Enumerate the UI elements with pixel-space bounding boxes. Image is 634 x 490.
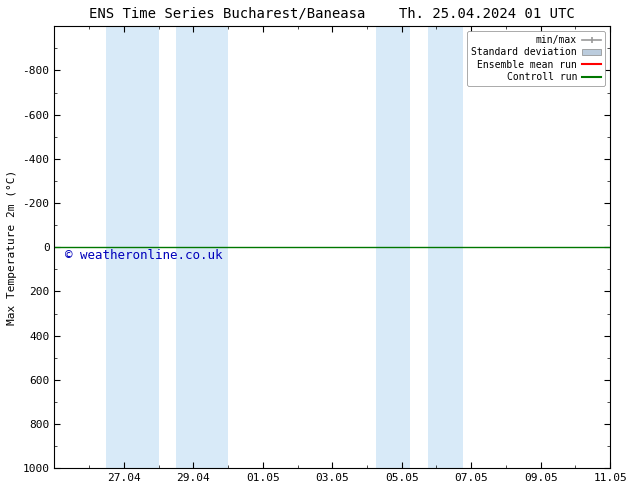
Bar (176, 26, 228, 468)
Bar (107, 26, 158, 468)
Legend: min/max, Standard deviation, Ensemble mean run, Controll run: min/max, Standard deviation, Ensemble me… (467, 31, 605, 86)
Title: ENS Time Series Bucharest/Baneasa    Th. 25.04.2024 01 UTC: ENS Time Series Bucharest/Baneasa Th. 25… (89, 7, 575, 21)
Text: © weatheronline.co.uk: © weatheronline.co.uk (65, 249, 223, 263)
Bar (376, 26, 410, 468)
Bar (428, 26, 463, 468)
Y-axis label: Max Temperature 2m (°C): Max Temperature 2m (°C) (7, 170, 17, 325)
